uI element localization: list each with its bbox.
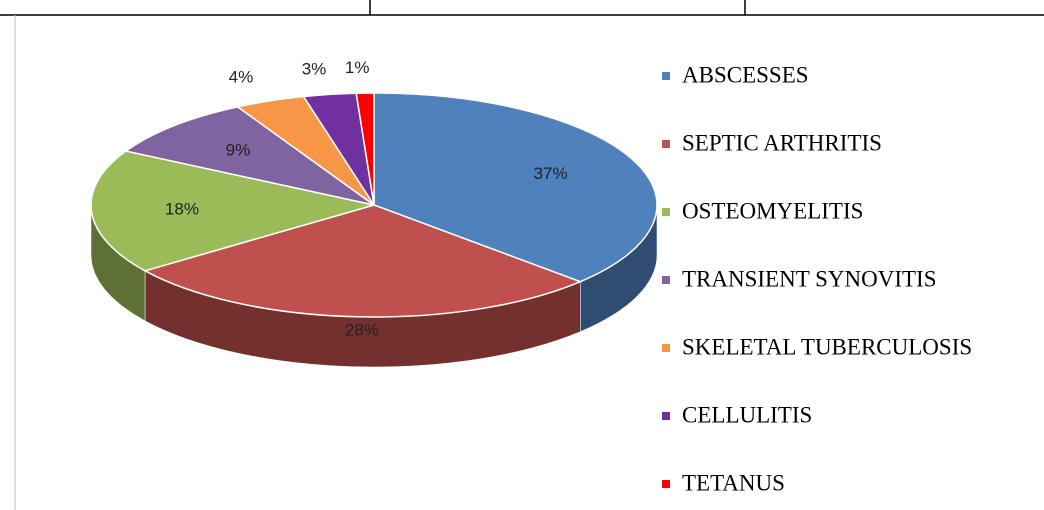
data-label: 37% [534, 164, 568, 183]
legend-label: TETANUS [682, 470, 785, 495]
legend-swatch [662, 208, 670, 216]
data-label: 18% [165, 199, 199, 218]
legend-label: CELLULITIS [682, 402, 812, 427]
data-label: 9% [226, 141, 251, 160]
pie-slice [373, 92, 658, 283]
data-label: 4% [229, 67, 254, 86]
legend-swatch [662, 480, 670, 488]
legend-swatch [662, 344, 670, 352]
data-label: 28% [345, 320, 379, 339]
pie-slice [143, 204, 583, 318]
legend-swatch [662, 412, 670, 420]
data-label: 3% [302, 60, 327, 79]
pie-slice [90, 150, 375, 272]
legend-label: TRANSIENT SYNOVITIS [682, 266, 937, 291]
data-label: 1% [345, 58, 370, 77]
pie-slice [124, 106, 375, 206]
legend-label: ABSCESSES [682, 62, 809, 87]
pie-slice [355, 92, 375, 206]
legend-label: SKELETAL TUBERCULOSIS [682, 334, 972, 359]
legend-swatch [662, 72, 670, 80]
legend-swatch [662, 276, 670, 284]
legend-label: OSTEOMYELITIS [682, 198, 863, 223]
legend-label: SEPTIC ARTHRITIS [682, 130, 882, 155]
legend-swatch [662, 140, 670, 148]
